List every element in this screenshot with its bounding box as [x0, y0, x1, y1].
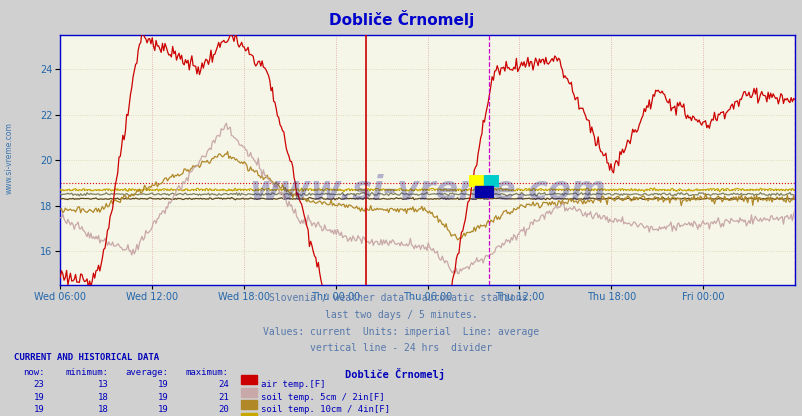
Text: last two days / 5 minutes.: last two days / 5 minutes. — [325, 310, 477, 320]
Text: CURRENT AND HISTORICAL DATA: CURRENT AND HISTORICAL DATA — [14, 353, 160, 362]
Text: soil temp. 5cm / 2in[F]: soil temp. 5cm / 2in[F] — [261, 393, 384, 402]
Text: Slovenia / weather data - automatic stations.: Slovenia / weather data - automatic stat… — [269, 293, 533, 303]
Text: www.si-vreme.com: www.si-vreme.com — [249, 173, 606, 207]
Text: maximum:: maximum: — [185, 368, 229, 377]
Text: average:: average: — [125, 368, 168, 377]
Text: Values: current  Units: imperial  Line: average: Values: current Units: imperial Line: av… — [263, 327, 539, 337]
Text: 21: 21 — [218, 393, 229, 402]
Bar — [468, 175, 484, 186]
Text: 18: 18 — [98, 393, 108, 402]
Text: vertical line - 24 hrs  divider: vertical line - 24 hrs divider — [310, 343, 492, 353]
Text: www.si-vreme.com: www.si-vreme.com — [5, 122, 14, 194]
Text: 19: 19 — [158, 380, 168, 389]
Bar — [474, 186, 492, 198]
Text: minimum:: minimum: — [65, 368, 108, 377]
Text: soil temp. 10cm / 4in[F]: soil temp. 10cm / 4in[F] — [261, 405, 390, 414]
Text: Dobliče Črnomelj: Dobliče Črnomelj — [345, 368, 445, 380]
Bar — [484, 175, 499, 186]
Text: 24: 24 — [218, 380, 229, 389]
Text: 23: 23 — [34, 380, 44, 389]
Text: 18: 18 — [98, 405, 108, 414]
Text: now:: now: — [22, 368, 44, 377]
Text: 19: 19 — [34, 393, 44, 402]
Text: 20: 20 — [218, 405, 229, 414]
Text: air temp.[F]: air temp.[F] — [261, 380, 325, 389]
Text: 19: 19 — [34, 405, 44, 414]
Text: Dobliče Črnomelj: Dobliče Črnomelj — [329, 10, 473, 28]
Text: 13: 13 — [98, 380, 108, 389]
Text: 19: 19 — [158, 405, 168, 414]
Text: 19: 19 — [158, 393, 168, 402]
